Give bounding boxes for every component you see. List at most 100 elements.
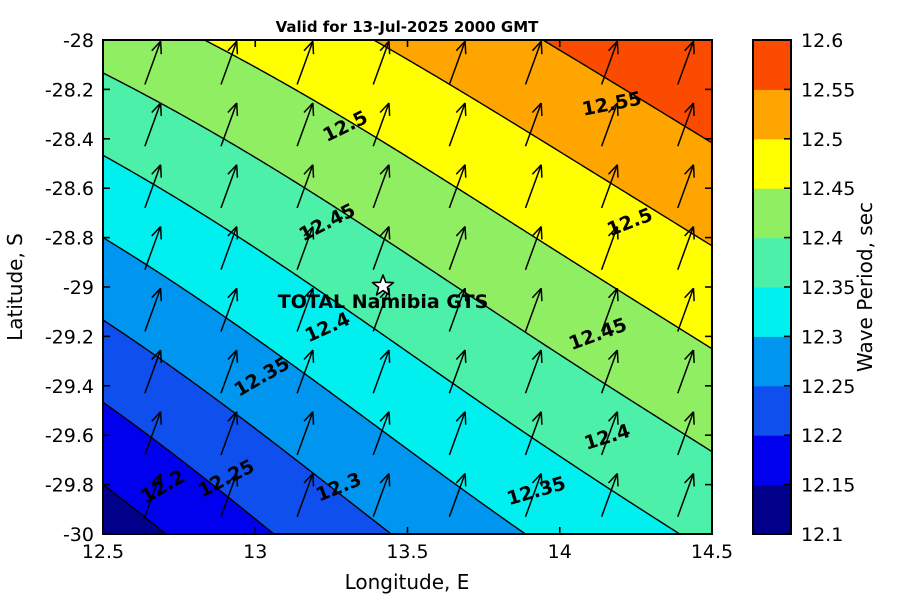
- direction-arrow: [372, 40, 391, 85]
- colorbar-band: [753, 138, 791, 189]
- direction-arrow: [677, 102, 695, 147]
- direction-arrow: [677, 40, 695, 85]
- colorbar-ticks: [784, 88, 791, 486]
- direction-arrow: [524, 225, 543, 270]
- direction-arrow: [448, 164, 467, 209]
- direction-arrow: [220, 102, 239, 147]
- x-tick-label: 13: [243, 541, 267, 563]
- direction-arrow: [677, 287, 695, 332]
- direction-arrow: [524, 411, 543, 456]
- colorbar[interactable]: 12.6 12.55 12.5 12.45 12.4 12.35 12.3 12.25 12.2…: [752, 30, 877, 546]
- contour-line: [373, 40, 712, 247]
- plot-area: 12.5512.512.512.4512.4512.412.412.3512.3…: [102, 39, 713, 535]
- contour-line: [103, 154, 681, 534]
- colorbar-tick-label: 12.35: [801, 277, 855, 299]
- station-label: TOTAL Namibia GTS: [278, 291, 489, 313]
- colorbar-tick-label: 12.25: [801, 376, 855, 398]
- direction-arrow: [372, 472, 391, 517]
- colorbar-band: [753, 484, 791, 535]
- colorbar-band: [753, 40, 791, 90]
- direction-arrow: [144, 40, 163, 85]
- y-tick-label: -28.2: [45, 79, 94, 101]
- direction-arrow: [677, 225, 695, 270]
- x-tick-label: 14: [548, 541, 572, 563]
- direction-arrow: [448, 472, 467, 517]
- colorbar-tick-label: 12.2: [801, 425, 843, 447]
- direction-arrow: [524, 349, 543, 394]
- y-tick-label: -30: [63, 524, 94, 546]
- y-tick-label: -29.4: [45, 376, 94, 398]
- y-tick-label: -28.4: [45, 129, 94, 151]
- contour-line: [103, 401, 275, 534]
- colorbar-band: [753, 89, 791, 140]
- colorbar-tick-label: 12.3: [801, 326, 843, 348]
- direction-arrow: [220, 40, 239, 85]
- direction-arrow: [524, 102, 543, 147]
- direction-arrow: [600, 164, 619, 209]
- direction-arrow: [372, 164, 391, 209]
- direction-arrow: [296, 411, 315, 456]
- contour-band: [542, 40, 712, 143]
- y-tick-label: -29: [63, 277, 94, 299]
- colorbar-band: [753, 385, 791, 436]
- colorbar-label: Wave Period, sec: [853, 202, 877, 372]
- contour-line: [103, 484, 167, 534]
- direction-arrow: [296, 287, 315, 332]
- direction-arrow: [600, 287, 619, 332]
- colorbar-band: [753, 287, 791, 337]
- direction-arrow: [372, 411, 391, 456]
- direction-arrow: [144, 472, 163, 517]
- direction-arrow: [677, 349, 695, 394]
- direction-arrow: [448, 287, 467, 332]
- star-marker: [371, 274, 395, 296]
- direction-arrow: [220, 225, 239, 270]
- direction-arrow: [448, 411, 467, 456]
- station-marker-group: TOTAL Namibia GTS: [278, 274, 489, 313]
- colorbar-band: [753, 336, 791, 387]
- y-tick-labels: -28 -28.2 -28.4 -28.6 -28.8 -29 -29.2 -29.4 -29.…: [45, 30, 94, 546]
- direction-arrow: [600, 102, 619, 147]
- direction-arrow: [372, 225, 391, 270]
- direction-arrow: [144, 349, 163, 394]
- direction-arrow: [296, 349, 315, 394]
- colorbar-tick-label: 12.5: [801, 129, 843, 151]
- colorbar-tick-label: 12.15: [801, 475, 855, 497]
- direction-arrow: [524, 164, 543, 209]
- wave-direction-arrows: [144, 40, 695, 517]
- contour-line: [542, 40, 712, 144]
- direction-arrow: [372, 349, 391, 394]
- direction-arrow: [677, 164, 695, 209]
- direction-arrow: [296, 164, 315, 209]
- x-tick-labels: 12.5 13 13.5 14 14.5: [82, 541, 733, 563]
- direction-arrow: [220, 164, 239, 209]
- direction-arrow: [448, 225, 467, 270]
- direction-arrow: [144, 164, 163, 209]
- contour-bands: [103, 40, 712, 534]
- contour-line: [204, 40, 712, 350]
- direction-arrow: [220, 287, 239, 332]
- direction-arrow: [600, 225, 619, 270]
- direction-arrow: [524, 472, 543, 517]
- contour-line: [103, 72, 712, 453]
- direction-arrow: [220, 411, 239, 456]
- colorbar-tick-label: 12.6: [801, 30, 843, 52]
- direction-arrow: [600, 472, 619, 517]
- direction-arrow: [220, 472, 239, 517]
- direction-arrow: [677, 472, 695, 517]
- y-tick-label: -29.6: [45, 425, 94, 447]
- direction-arrow: [600, 411, 619, 456]
- x-tick-label: 14.5: [691, 541, 733, 563]
- direction-arrow: [600, 40, 619, 85]
- direction-arrow: [296, 40, 315, 85]
- colorbar-tick-label: 12.4: [801, 228, 843, 250]
- contour-line: [103, 319, 392, 534]
- x-tick-label: 12.5: [82, 541, 124, 563]
- direction-arrow: [144, 411, 163, 456]
- direction-arrow: [296, 472, 315, 517]
- colorbar-tick-label: 12.45: [801, 178, 855, 200]
- plot-title: Valid for 13-Jul-2025 2000 GMT: [276, 18, 540, 36]
- direction-arrow: [448, 40, 467, 85]
- direction-arrow: [296, 225, 315, 270]
- direction-arrow: [600, 349, 619, 394]
